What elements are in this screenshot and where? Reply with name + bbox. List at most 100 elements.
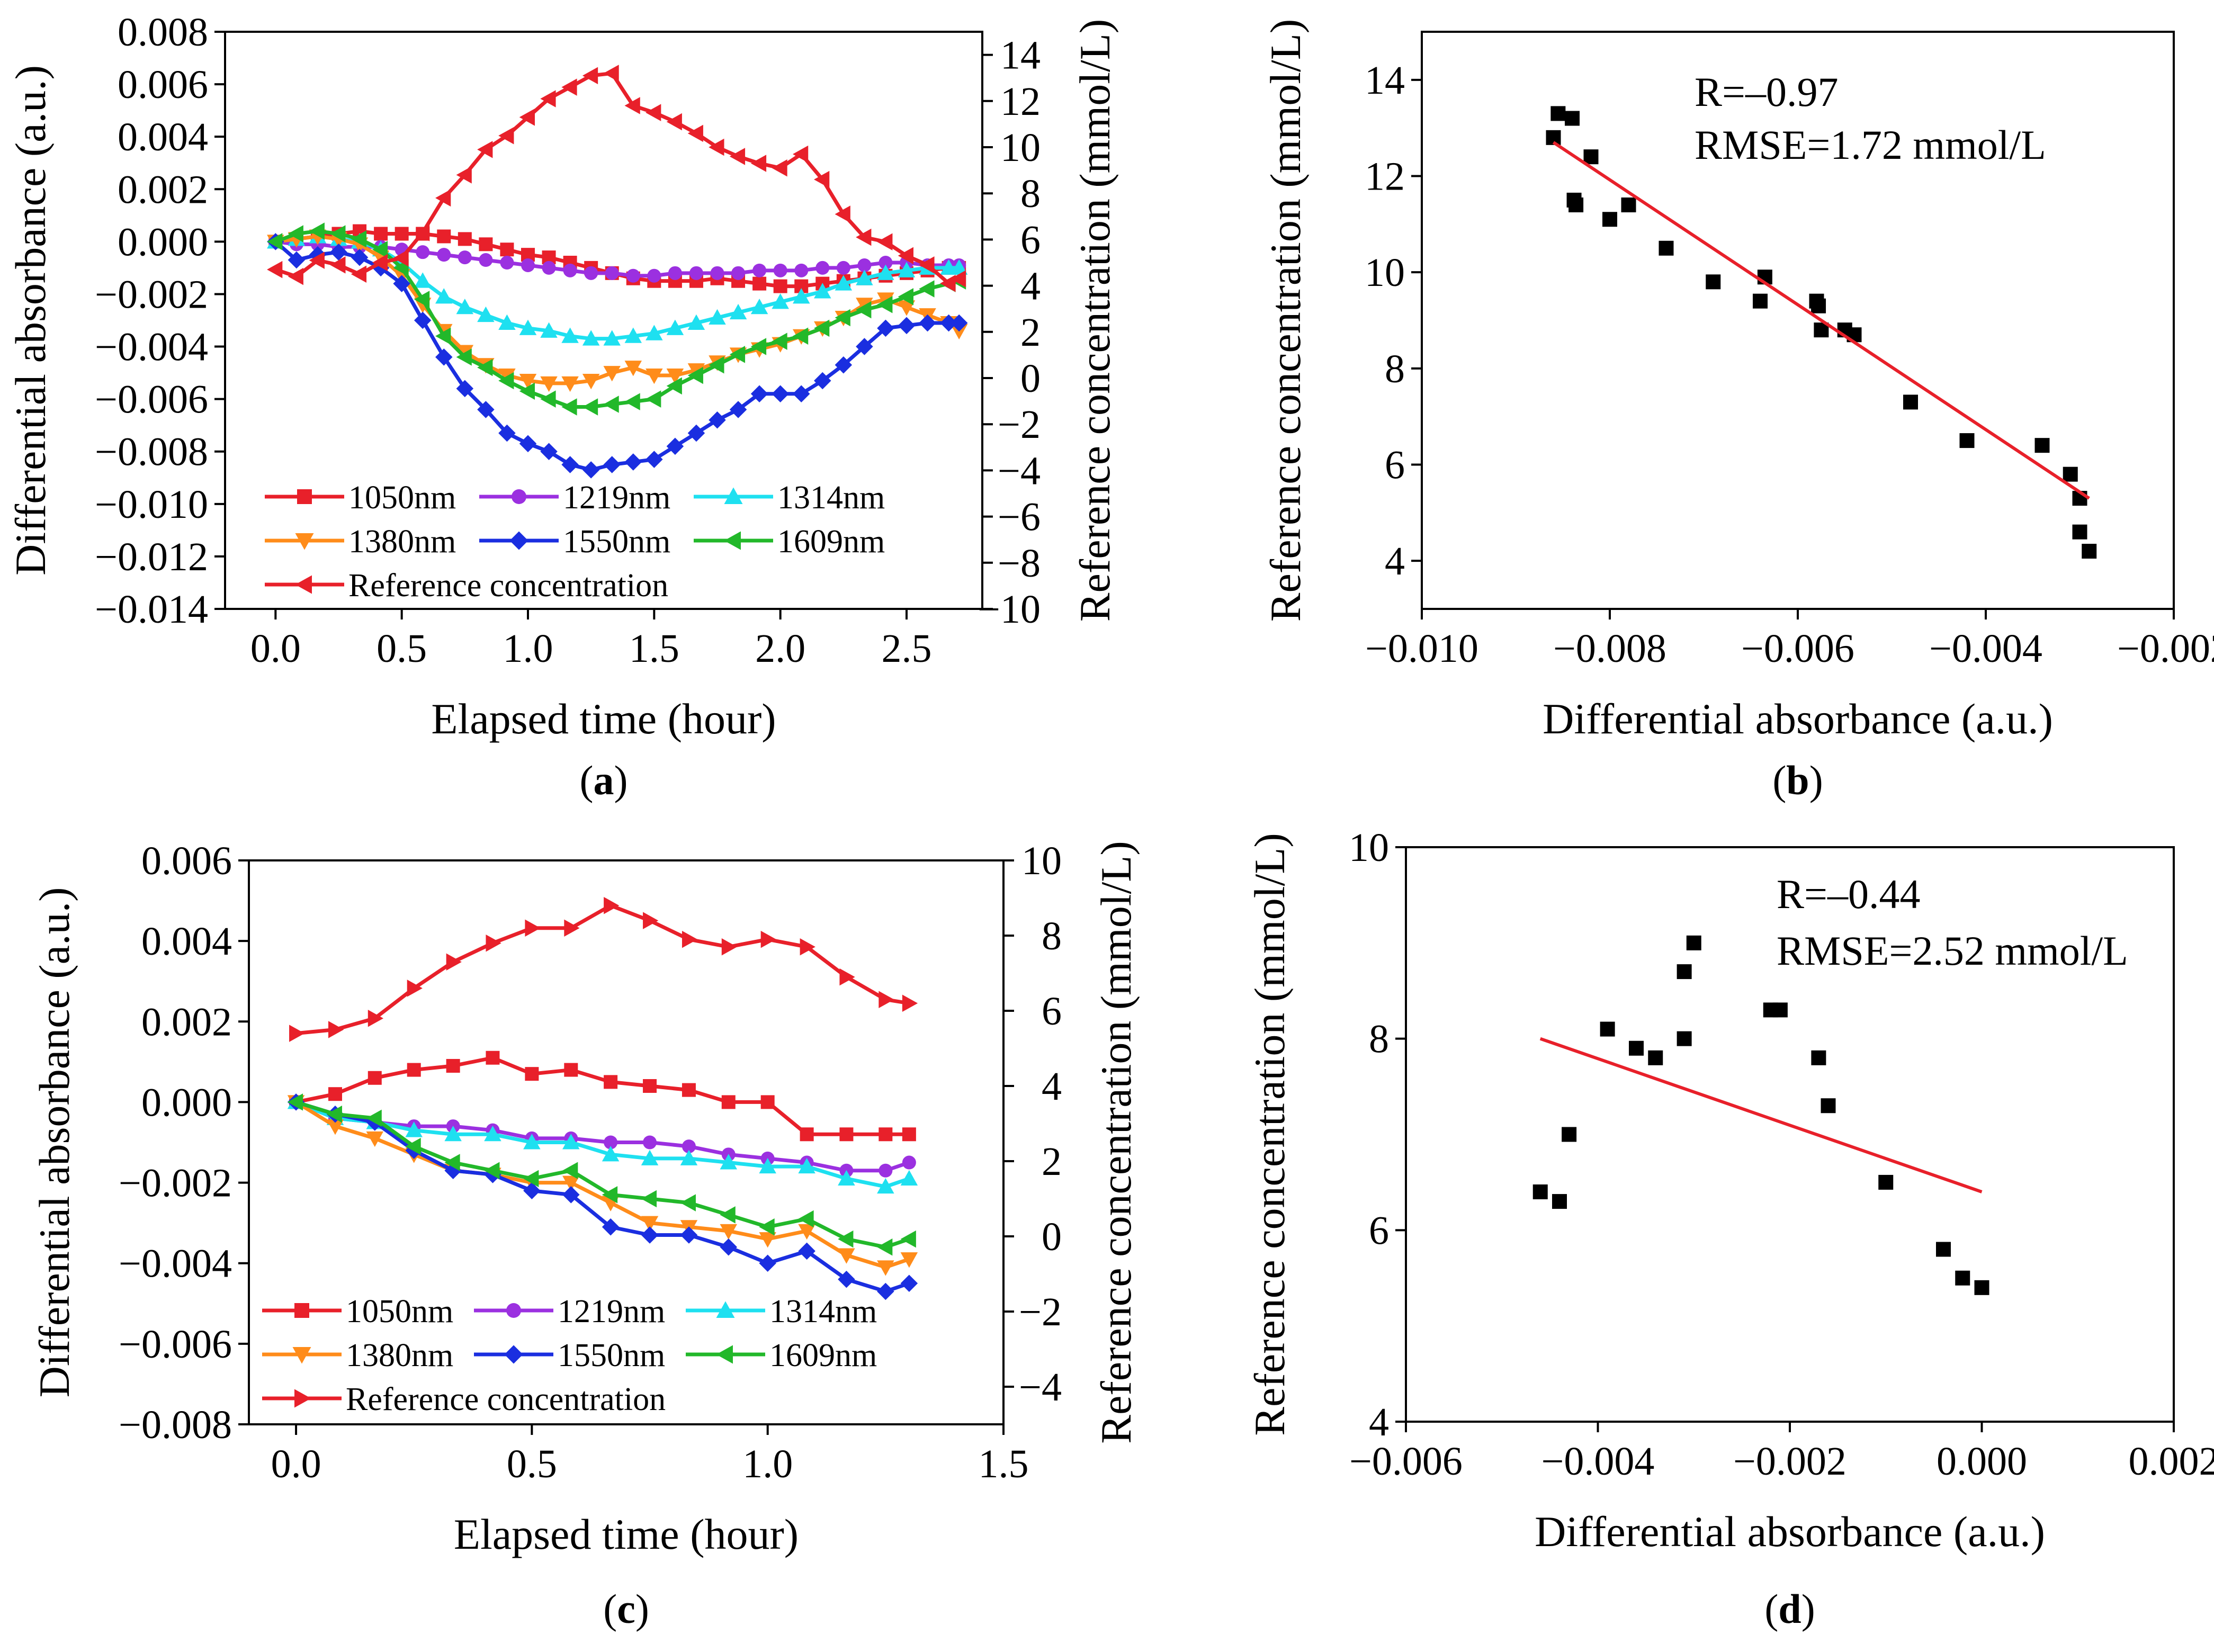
scatter-point xyxy=(1753,293,1768,309)
data-point xyxy=(877,233,893,251)
fit-line xyxy=(1539,1037,1983,1193)
data-point xyxy=(877,1238,893,1256)
y-tick-label: 0.002 xyxy=(118,167,208,212)
series-line-reference-concentration xyxy=(275,71,960,285)
x-tick-label: 2.0 xyxy=(755,626,805,671)
data-point xyxy=(416,245,430,259)
data-point xyxy=(647,268,661,283)
data-point xyxy=(687,424,705,442)
scatter-point xyxy=(1602,212,1617,227)
data-point xyxy=(624,361,642,376)
data-point xyxy=(666,319,684,335)
data-point xyxy=(582,67,598,85)
data-point xyxy=(772,385,789,402)
data-point xyxy=(759,1254,776,1272)
data-point xyxy=(288,225,303,243)
y2-tick-label: −8 xyxy=(998,541,1041,586)
data-point xyxy=(326,1106,342,1123)
data-point xyxy=(750,298,768,315)
legend: 1050nm 1219nm 1314nm 1380nm 1550nm 1609nm Refe… xyxy=(265,480,885,604)
data-point xyxy=(646,369,663,384)
x-tick-label: −0.006 xyxy=(1741,626,1854,671)
scatter-point xyxy=(1532,1184,1548,1199)
y2-tick-label: 4 xyxy=(1020,264,1041,309)
y-tick-label: 6 xyxy=(1369,1208,1389,1253)
data-point xyxy=(835,275,853,291)
scatter-point xyxy=(1821,1098,1836,1114)
y2-tick-label: 6 xyxy=(1020,218,1041,262)
data-point xyxy=(750,385,768,402)
data-point xyxy=(950,314,968,332)
y2-tick-label: 10 xyxy=(1000,125,1041,170)
data-point xyxy=(709,138,724,156)
data-point xyxy=(856,338,873,355)
data-point xyxy=(759,1157,776,1174)
data-point xyxy=(772,159,787,177)
legend-marker xyxy=(724,487,743,504)
scatter-point xyxy=(2063,466,2078,482)
scatter-point xyxy=(1974,1280,1989,1295)
y2-tick-label: 2 xyxy=(1042,1139,1062,1184)
legend-marker xyxy=(504,1345,523,1364)
scatter-point xyxy=(1878,1174,1894,1190)
plot-area xyxy=(267,65,968,479)
data-point xyxy=(519,435,537,453)
data-point xyxy=(366,1131,384,1147)
data-point xyxy=(950,324,968,340)
x-axis-label: Elapsed time (hour) xyxy=(454,1510,799,1558)
data-point xyxy=(643,912,659,929)
data-point xyxy=(898,247,913,265)
data-point xyxy=(405,1121,423,1137)
data-point xyxy=(682,1083,696,1097)
legend-label: 1050nm xyxy=(348,480,456,516)
data-point xyxy=(372,240,388,258)
data-point xyxy=(709,309,726,325)
data-point xyxy=(902,1127,916,1142)
data-point xyxy=(519,382,535,400)
data-point xyxy=(646,104,661,121)
data-point xyxy=(800,1127,814,1142)
y-tick-label: 0.004 xyxy=(118,115,208,159)
y-tick-label: −0.004 xyxy=(95,325,208,370)
y-tick-label: −0.010 xyxy=(95,482,208,527)
data-point xyxy=(838,1170,855,1186)
x-tick-label: 0.0 xyxy=(271,1442,321,1486)
y-tick-label: −0.006 xyxy=(119,1322,232,1367)
data-point xyxy=(877,1260,894,1276)
data-point xyxy=(435,189,451,207)
annotation-r: R=–0.97 xyxy=(1695,69,1839,115)
panel-label-close: ) xyxy=(1801,1586,1815,1632)
legend-marker xyxy=(295,575,312,594)
annotation-rmse: RMSE=2.52 mmol/L xyxy=(1777,928,2128,974)
data-point xyxy=(407,980,423,997)
data-point xyxy=(643,1135,657,1150)
data-point xyxy=(498,372,514,390)
data-point xyxy=(839,1127,854,1142)
data-point xyxy=(456,348,472,366)
scatter-point xyxy=(1583,149,1599,165)
data-point xyxy=(646,451,663,468)
x-tick-label: 2.5 xyxy=(882,626,932,671)
legend-label: Reference concentration xyxy=(346,1381,666,1417)
data-point xyxy=(563,263,577,277)
data-point xyxy=(405,1137,421,1155)
data-point xyxy=(289,1025,305,1042)
data-point xyxy=(721,1095,736,1109)
x-axis-label: Differential absorbance (a.u.) xyxy=(1535,1507,2045,1556)
data-point xyxy=(328,1087,342,1101)
panel-a: 0.0 0.5 1.0 1.5 2.0 2.5 −0.014 −0.012 −0.010 −0.0… xyxy=(6,10,1119,803)
data-point xyxy=(603,456,621,473)
data-point xyxy=(641,1150,659,1165)
y-axis-label: Reference concentration (mmol/L) xyxy=(1261,19,1310,622)
data-point xyxy=(435,327,451,345)
scatter-point xyxy=(1568,197,1584,212)
data-point xyxy=(792,288,810,304)
legend-marker xyxy=(716,1345,733,1364)
data-point xyxy=(759,1218,775,1236)
data-point xyxy=(330,243,347,261)
legend-marker xyxy=(724,531,741,550)
panel-label-open: ( xyxy=(1772,757,1786,803)
data-point xyxy=(498,127,514,145)
data-point xyxy=(835,356,853,374)
data-point xyxy=(484,1162,500,1179)
